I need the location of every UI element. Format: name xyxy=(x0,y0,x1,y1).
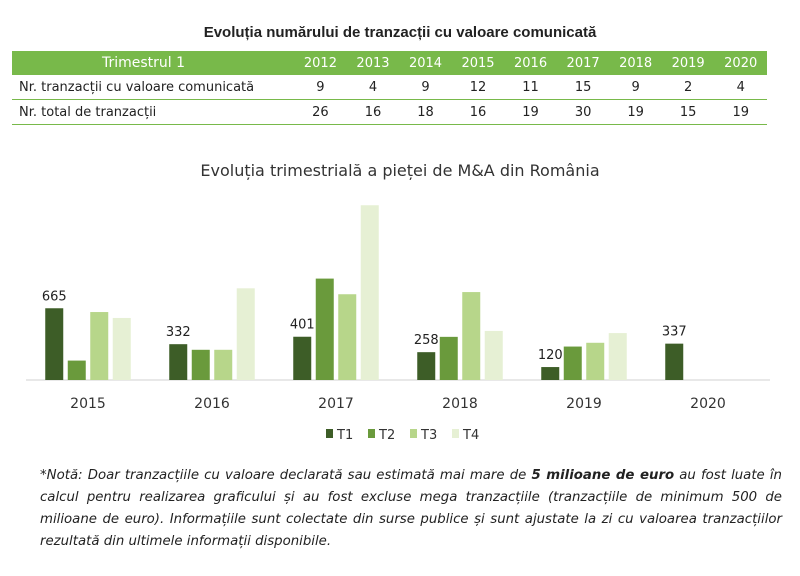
bar-t4-2017 xyxy=(360,205,379,380)
x-tick-label: 2019 xyxy=(566,396,602,412)
table-row: Nr. total de tranzacții 26 16 18 16 19 3… xyxy=(12,99,767,125)
data-label: 120 xyxy=(538,348,563,363)
bar-t2-2017 xyxy=(315,278,334,380)
table-cell: 12 xyxy=(451,75,505,100)
bar-t4-2018 xyxy=(484,330,503,380)
transactions-table: Trimestrul 1 2012 2013 2014 2015 2016 20… xyxy=(12,51,767,125)
bar-t1-2017 xyxy=(293,336,312,380)
table-cell: 19 xyxy=(609,99,662,125)
bar-chart: 665 2015 332 2016 401 2017 258 2018 120 2019 337 20… xyxy=(26,205,770,443)
table-cell: 19 xyxy=(714,99,767,125)
legend-swatch-t4 xyxy=(452,429,459,438)
year-header: 2015 xyxy=(451,51,505,75)
year-header: 2019 xyxy=(661,51,715,75)
legend-label: T4 xyxy=(462,428,479,443)
year-header: 2020 xyxy=(714,51,767,75)
table-cell: 16 xyxy=(346,99,400,125)
x-tick-label: 2015 xyxy=(70,396,106,412)
legend-swatch-t1 xyxy=(326,429,333,438)
year-header: 2014 xyxy=(399,51,452,75)
year-header: 2013 xyxy=(346,51,400,75)
table-cell: 15 xyxy=(661,99,715,125)
legend-label: T1 xyxy=(336,428,353,443)
table-title: Evoluția numărului de tranzacții cu valo… xyxy=(203,24,597,41)
data-label: 258 xyxy=(414,333,439,348)
bar-t2-2018 xyxy=(439,336,458,380)
footnote-prefix: *Notă: Doar tranzacțiile cu valoare decl… xyxy=(40,468,532,483)
bar-t3-2015 xyxy=(90,312,109,380)
bar-t2-2019 xyxy=(563,346,582,380)
header-label: Trimestrul 1 xyxy=(12,51,295,75)
bar-t1-2020 xyxy=(665,343,684,380)
bar-t1-2018 xyxy=(417,352,436,380)
x-tick-label: 2017 xyxy=(318,396,354,412)
table-row: Nr. tranzacții cu valoare comunicată 9 4… xyxy=(12,75,767,100)
bar-t2-2015 xyxy=(67,360,86,380)
bar-t3-2017 xyxy=(338,294,357,380)
bar-t3-2019 xyxy=(586,342,605,380)
bar-t3-2018 xyxy=(462,292,481,380)
bar-t3-2016 xyxy=(214,349,233,380)
footnote-suffix: au fost luate în calcul pentru realizare… xyxy=(40,468,782,549)
data-label: 665 xyxy=(42,289,67,304)
legend-swatch-t2 xyxy=(368,429,375,438)
year-header: 2016 xyxy=(504,51,557,75)
year-header: 2012 xyxy=(294,51,347,75)
footnote: *Notă: Doar tranzacțiile cu valoare decl… xyxy=(40,465,782,553)
year-header: 2018 xyxy=(609,51,662,75)
data-label: 401 xyxy=(290,318,315,333)
bar-t2-2016 xyxy=(191,349,210,380)
legend-label: T3 xyxy=(420,428,437,443)
footnote-bold: 5 milioane de euro xyxy=(531,468,675,483)
bar-t1-2015 xyxy=(45,308,64,380)
bar-t1-2019 xyxy=(541,367,560,380)
row-label: Nr. tranzacții cu valoare comunicată xyxy=(12,75,295,100)
table-header-row: Trimestrul 1 2012 2013 2014 2015 2016 20… xyxy=(12,51,767,75)
table-cell: 11 xyxy=(504,75,557,100)
table-cell: 2 xyxy=(661,75,715,100)
table-cell: 9 xyxy=(609,75,662,100)
legend-swatch-t3 xyxy=(410,429,417,438)
table-cell: 9 xyxy=(294,75,347,100)
table-cell: 26 xyxy=(294,99,347,125)
bar-t4-2015 xyxy=(112,317,131,380)
bar-t1-2016 xyxy=(169,344,188,380)
table-cell: 4 xyxy=(714,75,767,100)
chart-title: Evoluția trimestrială a pieței de M&A di… xyxy=(200,161,600,180)
data-label: 337 xyxy=(662,325,687,340)
table-cell: 4 xyxy=(346,75,400,100)
bar-t4-2016 xyxy=(236,288,255,380)
x-tick-label: 2018 xyxy=(442,396,478,412)
table-cell: 30 xyxy=(556,99,610,125)
table-cell: 15 xyxy=(556,75,610,100)
legend-label: T2 xyxy=(378,428,395,443)
table-cell: 9 xyxy=(399,75,452,100)
table-cell: 19 xyxy=(504,99,557,125)
year-header: 2017 xyxy=(556,51,610,75)
table-cell: 16 xyxy=(451,99,505,125)
x-tick-label: 2016 xyxy=(194,396,230,412)
x-tick-label: 2020 xyxy=(690,396,726,412)
table-cell: 18 xyxy=(399,99,452,125)
data-label: 332 xyxy=(166,325,191,340)
row-label: Nr. total de tranzacții xyxy=(12,99,295,125)
bar-t4-2019 xyxy=(608,333,627,380)
